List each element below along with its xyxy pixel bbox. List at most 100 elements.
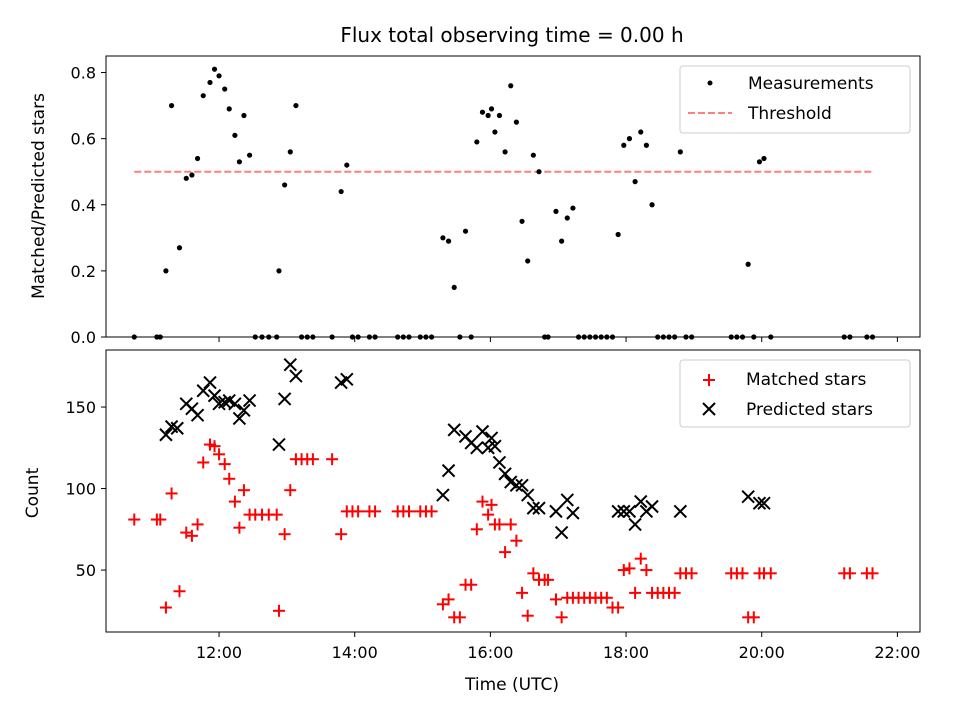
ratio-x-ticks [218,337,898,342]
matched-star-point [542,573,555,586]
x-tick-label: 20:00 [739,643,785,662]
matched-star-point [128,513,141,526]
predicted-star-point [159,428,173,442]
matched-star-point [668,586,681,599]
measurement-point [216,73,222,79]
matched-star-point [634,552,647,565]
count-data-marks [128,357,879,624]
predicted-star-point [634,494,648,509]
measurement-point [545,334,551,340]
measurement-point [241,112,247,119]
matched-star-point [736,567,749,580]
predicted-star-point [170,421,184,435]
measurement-point [660,334,666,340]
matched-star-point [191,518,204,531]
measurement-point [841,334,847,340]
measurement-point [445,238,452,244]
measurement-point [372,334,378,340]
measurement-point [183,175,189,181]
predicted-star-point [617,504,631,519]
predicted-star-point [190,408,205,422]
predicted-legend-label: Predicted stars [746,400,873,420]
measurement-point [519,218,525,224]
matched-star-point [278,528,291,541]
measurements-legend-marker [707,80,713,86]
ratio-data-marks [131,66,876,340]
matched-star-point [600,591,613,604]
measurement-point [417,334,423,340]
x-axis-label: Time (UTC) [464,675,559,695]
matched-star-point [306,453,319,466]
measurement-point [530,152,536,158]
predicted-star-point [741,489,755,504]
matched-star-point [549,593,562,606]
predicted-star-point [492,455,507,470]
measurement-point [474,139,480,145]
ratio-y-ticks: 0.0 0.2 0.4 0.6 0.8 [71,64,106,347]
ratio-legend-box [679,65,911,134]
predicted-star-point [515,478,529,493]
measurement-point [131,334,137,340]
measurement-point [739,334,746,340]
matched-star-point [640,564,653,577]
predicted-star-point [228,397,242,411]
measurements-legend-label: Measurements [748,74,874,94]
predicted-star-point [628,517,642,532]
measurement-point [768,334,774,340]
predicted-star-point [532,501,546,515]
measurement-point [492,129,498,135]
ratio-y-tick-label: 0.6 [71,130,96,149]
matched-star-point [866,567,879,580]
matched-star-point [612,601,625,614]
measurement-point [587,334,593,340]
count-axes-frame [105,349,921,633]
measurement-point [406,334,412,340]
measurement-point [598,334,604,340]
predicted-star-point [340,372,354,387]
measurement-point [756,159,763,165]
measurement-point [259,334,265,340]
measurement-point [207,79,213,86]
matched-star-point [510,534,523,547]
measurement-point [157,334,163,340]
predicted-star-point [554,525,569,540]
matched-star-point [159,601,172,614]
measurement-point [570,205,576,211]
matched-star-point [476,495,489,508]
predicted-legend-marker [702,402,716,416]
matched-star-point [747,611,760,624]
matched-star-point [165,487,178,500]
measurement-point [329,334,335,340]
matched-star-point [843,567,856,580]
measurement-point [864,334,870,340]
measurement-point [649,202,655,208]
measurement-point [429,334,435,340]
measurement-point [200,93,206,99]
threshold-legend-label: Threshold [747,104,832,124]
predicted-star-point [475,424,490,439]
matched-star-point [504,518,517,531]
matched-star-point [623,562,636,575]
measurement-point [168,102,175,109]
matched-star-point [326,453,339,466]
measurement-point [581,334,587,340]
predicted-star-point [488,439,502,453]
count-y-tick-label: 50 [76,561,96,580]
matched-star-point [335,528,348,541]
measurement-point [604,334,610,340]
matched-star-point [493,518,506,531]
measurement-point [246,152,253,158]
measurement-point [575,334,582,340]
measurement-point [508,83,514,89]
matched-star-point [185,529,198,542]
predicted-star-point [441,463,456,478]
measurement-point [457,334,463,340]
predicted-star-point [673,504,688,519]
predicted-star-point [611,504,625,519]
predicted-star-point [447,423,461,437]
measurement-point [559,238,565,244]
measurement-point [615,231,621,238]
predicted-star-point [566,506,580,520]
measurement-point [298,334,305,340]
